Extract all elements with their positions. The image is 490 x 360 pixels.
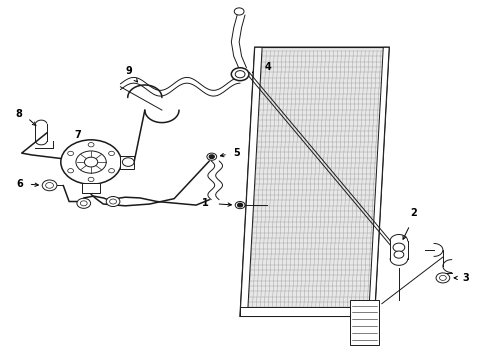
Text: 2: 2 <box>410 208 417 218</box>
Text: 6: 6 <box>16 179 23 189</box>
Circle shape <box>231 68 249 81</box>
Circle shape <box>436 273 450 283</box>
Circle shape <box>84 157 98 167</box>
Circle shape <box>234 8 244 15</box>
Bar <box>82 183 100 193</box>
Circle shape <box>88 177 94 181</box>
Circle shape <box>46 183 53 188</box>
Text: 4: 4 <box>265 62 271 72</box>
Text: 8: 8 <box>16 109 23 119</box>
Circle shape <box>207 153 217 160</box>
Text: 1: 1 <box>201 198 208 208</box>
Circle shape <box>88 143 94 147</box>
Circle shape <box>110 199 117 204</box>
Circle shape <box>209 155 214 158</box>
Circle shape <box>394 251 404 258</box>
Circle shape <box>80 201 87 206</box>
Circle shape <box>76 151 106 173</box>
Circle shape <box>61 140 122 184</box>
Circle shape <box>106 197 120 207</box>
Circle shape <box>109 168 115 173</box>
Circle shape <box>109 151 115 156</box>
Polygon shape <box>368 47 389 316</box>
Bar <box>350 300 379 345</box>
Text: 5: 5 <box>233 148 240 158</box>
Polygon shape <box>240 47 262 316</box>
Text: 9: 9 <box>126 66 133 76</box>
Polygon shape <box>240 307 374 316</box>
Circle shape <box>393 243 405 252</box>
Circle shape <box>440 275 446 280</box>
Circle shape <box>122 158 134 166</box>
Polygon shape <box>240 47 389 316</box>
Circle shape <box>235 71 245 78</box>
Circle shape <box>235 202 245 209</box>
Circle shape <box>238 203 243 207</box>
Text: 3: 3 <box>463 273 469 283</box>
Bar <box>121 156 134 168</box>
Circle shape <box>77 198 91 208</box>
Circle shape <box>42 180 57 191</box>
Circle shape <box>68 151 74 156</box>
Circle shape <box>68 168 74 173</box>
Text: 7: 7 <box>74 130 81 140</box>
